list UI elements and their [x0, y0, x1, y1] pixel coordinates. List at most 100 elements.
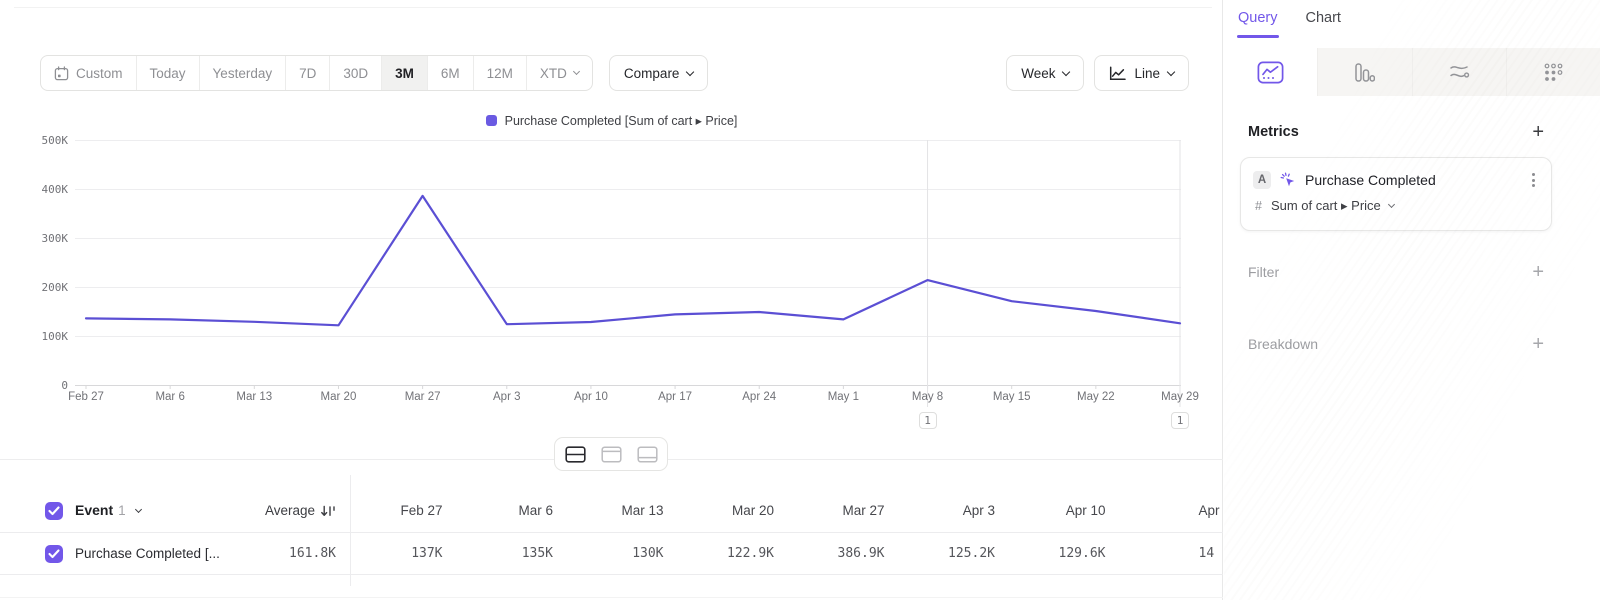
- value-cell: 137K: [411, 546, 443, 561]
- filter-section: Filter +: [1248, 262, 1544, 282]
- sort-icon: [321, 505, 335, 516]
- range-30d[interactable]: 30D: [330, 56, 383, 90]
- chart-legend: Purchase Completed [Sum of cart ▸ Price]: [0, 113, 1223, 128]
- date-column-header[interactable]: Mar 27: [842, 503, 885, 518]
- annotation-badge[interactable]: 1: [1171, 412, 1189, 429]
- range-label: Custom: [76, 65, 123, 81]
- range-custom[interactable]: Custom: [41, 56, 137, 90]
- add-breakdown-button[interactable]: +: [1532, 333, 1544, 355]
- metric-letter-badge: A: [1253, 171, 1271, 189]
- date-column-header[interactable]: Mar 6: [518, 503, 553, 518]
- layout-chart-only-button[interactable]: [593, 440, 629, 468]
- y-axis-label: 300K: [41, 231, 69, 245]
- y-axis-label: 100K: [41, 329, 69, 343]
- value-cell: 125.2K: [948, 546, 995, 561]
- tab-chart[interactable]: Chart: [1305, 10, 1341, 26]
- kebab-menu-icon[interactable]: [1528, 171, 1539, 189]
- viz-tab-bar-chart[interactable]: [1317, 48, 1412, 96]
- date-column-header[interactable]: Feb 27: [400, 503, 443, 518]
- value-cell: 386.9K: [837, 546, 885, 561]
- compare-label: Compare: [623, 65, 680, 81]
- viz-tab-dot-grid[interactable]: [1505, 48, 1600, 96]
- layout-table-only-button[interactable]: [629, 440, 665, 468]
- event-checkbox[interactable]: [45, 501, 63, 520]
- x-axis-label: Apr 3: [493, 391, 521, 403]
- date-column-header[interactable]: Mar 13: [621, 503, 664, 518]
- chart-type-button[interactable]: Line: [1094, 55, 1189, 91]
- table-column-divider: [350, 475, 351, 586]
- table-header-row: Event 1 Average Feb 27 Mar 6 Mar 13 Mar 20 Ma…: [0, 489, 1223, 533]
- viz-tab-flow[interactable]: [1411, 48, 1506, 96]
- legend-label: Purchase Completed [Sum of cart ▸ Price]: [504, 114, 738, 128]
- x-axis-label: May 1: [827, 391, 860, 403]
- range-xtd[interactable]: XTD: [527, 56, 592, 90]
- average-value-cell: 161.8K: [289, 546, 336, 561]
- value-cell: 14: [1198, 546, 1215, 561]
- report-main: Custom Today Yesterday 7D 30D 3M 6M 12M XTD Comp…: [0, 0, 1223, 600]
- granularity-label: Week: [1021, 65, 1056, 81]
- date-column-header[interactable]: Apr 3: [962, 503, 995, 518]
- chart-type-label: Line: [1134, 65, 1160, 81]
- line-chart-icon: [1257, 61, 1284, 83]
- range-label: 7D: [299, 65, 317, 81]
- series-name-cell: Purchase Completed [...: [0, 544, 233, 563]
- metrics-title: Metrics: [1248, 124, 1299, 140]
- value-cell: 130K: [632, 546, 664, 561]
- legend-swatch: [485, 115, 497, 126]
- x-axis-label: Feb 27: [68, 391, 104, 403]
- x-axis-label: May 15: [992, 391, 1031, 403]
- range-7d[interactable]: 7D: [286, 56, 331, 90]
- bar-chart-icon: [1355, 62, 1376, 82]
- number-property-icon: #: [1255, 199, 1262, 213]
- date-column-header[interactable]: Apr 10: [1065, 503, 1106, 518]
- x-axis-label: Mar 20: [320, 391, 357, 403]
- add-filter-button[interactable]: +: [1532, 261, 1544, 283]
- series-name: Purchase Completed [...: [75, 546, 220, 561]
- y-axis-label: 400K: [41, 182, 69, 196]
- range-yesterday[interactable]: Yesterday: [200, 56, 287, 90]
- value-cell: 129.6K: [1058, 546, 1106, 561]
- metric-card-title-row: A Purchase Completed: [1241, 158, 1551, 189]
- range-label: XTD: [539, 65, 567, 81]
- event-label: Event 1: [75, 501, 126, 518]
- metric-card[interactable]: A Purchase Completed # Sum of cart ▸ Pri…: [1240, 157, 1552, 231]
- value-cell: 122.9K: [727, 546, 774, 561]
- range-today[interactable]: Today: [137, 56, 200, 90]
- x-axis-label: Apr 17: [658, 391, 692, 403]
- table-bottom-divider: [0, 597, 1223, 598]
- filter-label: Filter: [1248, 264, 1280, 280]
- series-line: [84, 194, 1182, 327]
- metric-aggregation-dropdown[interactable]: # Sum of cart ▸ Price: [1241, 189, 1551, 214]
- compare-button[interactable]: Compare: [608, 55, 709, 91]
- annotation-badge[interactable]: 1: [918, 412, 937, 429]
- line-chart-icon: [1110, 65, 1127, 80]
- layout-toggle: [554, 437, 668, 471]
- tab-query[interactable]: Query: [1237, 10, 1278, 38]
- event-selector[interactable]: Event 1: [0, 501, 233, 520]
- toolbar-left-cluster: Custom Today Yesterday 7D 30D 3M 6M 12M XTD Comp…: [40, 55, 709, 91]
- average-label: Average: [264, 503, 315, 518]
- x-axis-label: Apr 10: [573, 391, 608, 403]
- series-checkbox[interactable]: [45, 544, 63, 563]
- range-12m[interactable]: 12M: [474, 56, 527, 90]
- add-metric-button[interactable]: +: [1532, 121, 1544, 143]
- range-label: 3M: [395, 65, 414, 81]
- date-column-header[interactable]: Mar 20: [731, 503, 774, 518]
- range-label: Today: [149, 65, 186, 81]
- aggregation-label: Sum of cart ▸ Price: [1270, 198, 1381, 213]
- visualization-tabs: [1224, 48, 1600, 96]
- layout-split-button[interactable]: [557, 440, 593, 468]
- date-column-header[interactable]: Apr: [1198, 503, 1220, 518]
- average-column-header[interactable]: Average: [233, 503, 350, 518]
- event-spark-icon: [1280, 172, 1295, 187]
- chevron-down-icon: [1387, 200, 1395, 209]
- x-axis-label: Mar 27: [404, 391, 441, 403]
- viz-tab-line-chart[interactable]: [1224, 48, 1318, 96]
- x-axis-label: Apr 24: [742, 391, 777, 403]
- granularity-button[interactable]: Week: [1006, 55, 1085, 91]
- y-axis-label: 500K: [41, 133, 69, 147]
- toolbar-right-cluster: Week Line: [1006, 55, 1189, 91]
- range-6m[interactable]: 6M: [428, 56, 474, 90]
- flow-icon: [1450, 66, 1470, 78]
- range-3m[interactable]: 3M: [382, 56, 428, 90]
